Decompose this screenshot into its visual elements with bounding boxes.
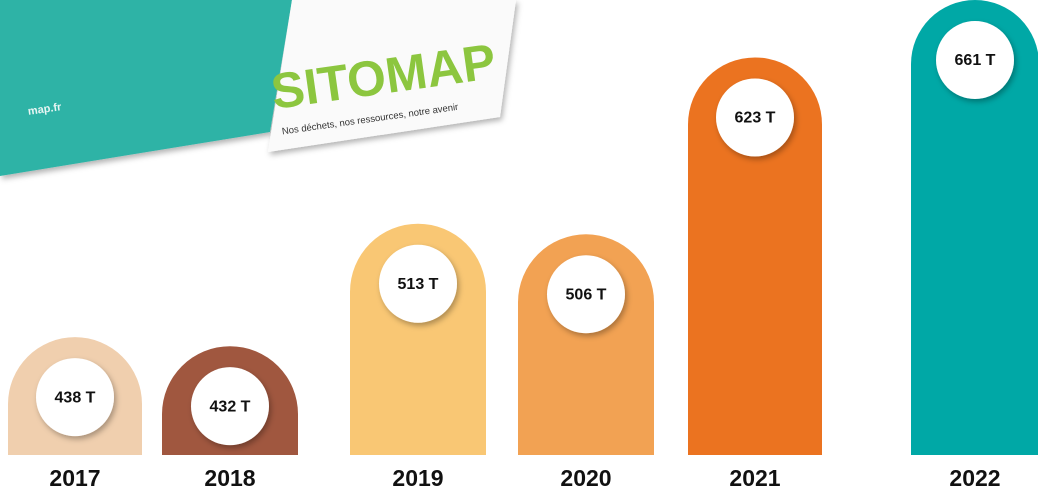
value-label: 623 T [735,110,776,127]
value-label: 506 T [566,287,607,304]
value-label: 513 T [398,276,439,293]
value-label: 432 T [210,398,251,415]
x-tick-label: 2017 [49,465,100,491]
x-tick-label: 2018 [204,465,255,491]
chart: map.fr SITOMAP Nos déchets, nos ressourc… [0,0,1038,497]
card-teal [0,0,292,176]
x-tick-label: 2022 [949,465,1000,491]
x-tick-label: 2019 [392,465,443,491]
x-tick-label: 2021 [729,465,780,491]
value-label: 438 T [55,389,96,406]
value-label: 661 T [955,52,996,69]
x-tick-label: 2020 [560,465,611,491]
